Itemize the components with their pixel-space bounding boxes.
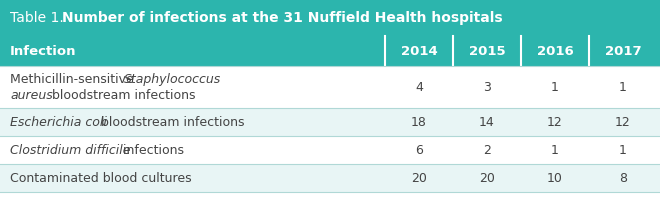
Text: 3: 3: [483, 81, 491, 94]
Bar: [0, 164, 660, 192]
Text: 12: 12: [547, 116, 563, 129]
Text: 2015: 2015: [469, 44, 506, 57]
Text: 8: 8: [619, 172, 627, 185]
Text: 20: 20: [479, 172, 495, 185]
Text: bloodstream infections: bloodstream infections: [97, 116, 244, 129]
Text: 14: 14: [479, 116, 495, 129]
Bar: [0, 0, 660, 36]
Text: infections: infections: [119, 144, 184, 157]
Text: bloodstream infections: bloodstream infections: [48, 89, 195, 102]
Text: aureus: aureus: [10, 89, 53, 102]
Bar: [0, 36, 660, 66]
Text: 2017: 2017: [605, 44, 642, 57]
Text: Infection: Infection: [10, 44, 77, 57]
Text: 2: 2: [483, 144, 491, 157]
Text: 18: 18: [411, 116, 427, 129]
Text: 12: 12: [615, 116, 631, 129]
Text: Table 1.: Table 1.: [10, 11, 68, 25]
Text: 1: 1: [551, 144, 559, 157]
Text: 4: 4: [415, 81, 423, 94]
Text: 1: 1: [619, 144, 627, 157]
Bar: [0, 66, 660, 108]
Text: 2016: 2016: [537, 44, 574, 57]
Text: Number of infections at the 31 Nuffield Health hospitals: Number of infections at the 31 Nuffield …: [62, 11, 503, 25]
Text: Contaminated blood cultures: Contaminated blood cultures: [10, 172, 191, 185]
Text: 1: 1: [619, 81, 627, 94]
Text: 2014: 2014: [401, 44, 438, 57]
Text: 1: 1: [551, 81, 559, 94]
Bar: [0, 136, 660, 164]
Text: Escherichia coli: Escherichia coli: [10, 116, 107, 129]
Text: Methicillin-sensitive: Methicillin-sensitive: [10, 73, 138, 86]
Text: Clostridium difficile: Clostridium difficile: [10, 144, 131, 157]
Text: Staphylococcus: Staphylococcus: [124, 73, 221, 86]
Text: 10: 10: [547, 172, 563, 185]
Text: 6: 6: [415, 144, 423, 157]
Bar: [0, 108, 660, 136]
Text: 20: 20: [411, 172, 427, 185]
